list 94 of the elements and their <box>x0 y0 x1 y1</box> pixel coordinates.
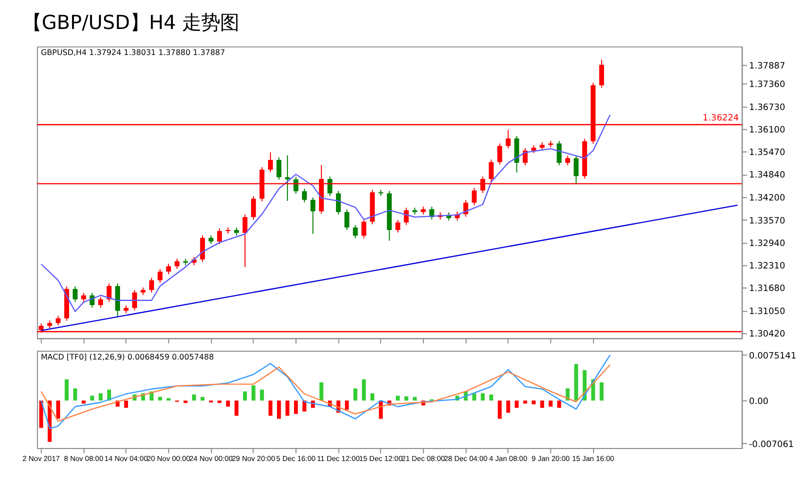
bar <box>344 400 349 410</box>
y-tick-label: 1.32940 <box>749 238 786 249</box>
candlestick <box>251 196 256 220</box>
candlestick <box>327 176 332 196</box>
candlestick <box>72 286 78 302</box>
y-tick-label: 1.36100 <box>749 125 786 136</box>
bar <box>260 390 264 401</box>
candlestick <box>361 218 366 239</box>
candlestick <box>565 155 570 166</box>
y-tick-label: 1.35470 <box>749 148 786 158</box>
bar <box>396 396 400 401</box>
bar <box>532 400 536 404</box>
candlestick <box>285 154 290 202</box>
candlestick <box>268 152 273 173</box>
candlestick <box>166 263 171 275</box>
bar <box>294 400 298 414</box>
y-tick-label: 1.33570 <box>749 216 786 226</box>
candlestick <box>506 129 511 149</box>
annotation: MACD [TF0] (12,26,9) 0.0068459 0.0057488 <box>40 352 214 362</box>
bar <box>404 396 408 401</box>
bar <box>73 388 78 401</box>
candlestick <box>556 140 562 166</box>
y-tick-label: 1.31050 <box>749 306 786 317</box>
bar <box>90 396 94 401</box>
bar <box>268 400 272 416</box>
bar <box>600 382 604 401</box>
y-tick-label: 1.37360 <box>749 80 786 90</box>
candlestick <box>149 277 154 293</box>
candlestick <box>242 214 248 268</box>
candlestick <box>497 142 502 166</box>
y-tick-label: 1.36730 <box>749 102 786 113</box>
bar <box>362 379 366 401</box>
bar <box>285 400 290 416</box>
candlestick <box>310 196 316 234</box>
bar <box>226 400 230 407</box>
bar <box>277 400 281 419</box>
candlestick <box>98 296 104 308</box>
y-tick-label: 1.31680 <box>749 284 786 294</box>
candlestick <box>294 176 298 194</box>
bar <box>64 379 69 401</box>
bar <box>557 400 562 408</box>
line-series <box>40 114 611 312</box>
candlestick <box>217 228 222 244</box>
line-series <box>40 354 611 430</box>
bar <box>56 400 60 419</box>
candlestick <box>132 289 138 311</box>
bar <box>98 393 103 401</box>
candlestick <box>472 187 477 206</box>
candlestick <box>302 188 307 203</box>
bar <box>302 400 306 412</box>
ref-line-label: 1.36224 <box>702 114 740 124</box>
bar <box>548 400 553 407</box>
bar <box>192 394 196 401</box>
bar <box>166 398 170 401</box>
bar <box>319 382 324 401</box>
bar <box>82 400 86 404</box>
y-tick-label: 0.00 <box>749 396 768 407</box>
annotation: GBPUSD,H4 1.37924 1.38031 1.37880 1.37887 <box>40 48 226 58</box>
line-series <box>40 364 611 422</box>
bar <box>514 400 519 408</box>
candlestick <box>395 219 400 233</box>
bar <box>540 400 544 408</box>
candlestick <box>599 59 604 88</box>
bar <box>243 391 247 401</box>
candlestick <box>174 258 180 270</box>
y-tick-label: 1.30420 <box>749 329 786 340</box>
bar <box>124 400 128 408</box>
y-tick-label: 1.34840 <box>749 170 786 181</box>
candlestick <box>344 209 350 230</box>
bar <box>498 400 502 419</box>
candlestick <box>106 283 112 302</box>
bar <box>353 388 358 401</box>
bar <box>574 364 578 401</box>
candlestick <box>276 156 282 180</box>
bar <box>39 400 44 428</box>
y-tick-label: 1.34200 <box>749 194 786 204</box>
bar <box>566 388 570 401</box>
candlestick <box>56 315 61 326</box>
bar <box>370 393 374 401</box>
bar <box>158 396 162 401</box>
y-tick-label: 0.0075141 <box>749 351 796 362</box>
candlestick <box>200 234 205 262</box>
bar <box>234 400 238 416</box>
y-tick-label: -0.007061 <box>749 440 794 450</box>
candlestick <box>158 268 162 284</box>
chart-title: 【GBP/USD】H4 走势图 <box>22 10 240 34</box>
y-tick-label: 1.32310 <box>749 262 786 272</box>
candlestick <box>352 224 358 239</box>
y-tick-label: 1.37887 <box>749 61 786 72</box>
bar <box>412 396 417 401</box>
candlestick <box>574 155 579 184</box>
bar <box>252 385 256 401</box>
candlestick <box>336 190 341 216</box>
bar <box>200 396 204 401</box>
